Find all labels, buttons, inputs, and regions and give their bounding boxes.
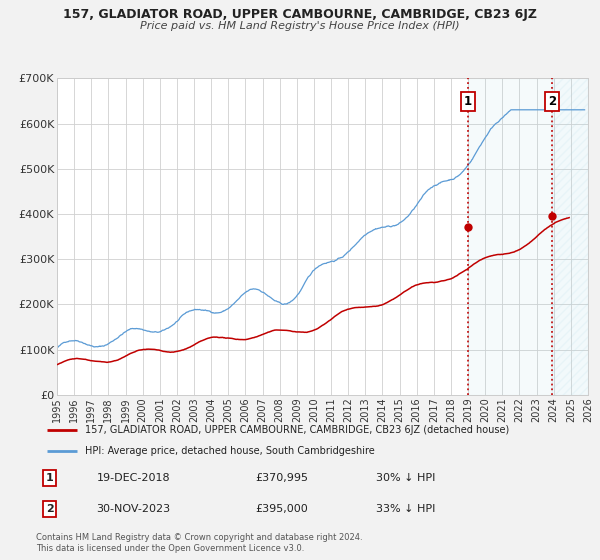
Text: 1: 1: [464, 95, 472, 109]
Text: £395,000: £395,000: [256, 504, 308, 514]
Text: 2: 2: [46, 504, 53, 514]
Text: HPI: Average price, detached house, South Cambridgeshire: HPI: Average price, detached house, Sout…: [85, 446, 375, 456]
Text: 1: 1: [46, 473, 53, 483]
Text: 2: 2: [548, 95, 556, 109]
Bar: [467, 78, 553, 395]
Text: 33% ↓ HPI: 33% ↓ HPI: [376, 504, 436, 514]
Text: Contains HM Land Registry data © Crown copyright and database right 2024.: Contains HM Land Registry data © Crown c…: [36, 533, 362, 542]
Text: Price paid vs. HM Land Registry's House Price Index (HPI): Price paid vs. HM Land Registry's House …: [140, 21, 460, 31]
Text: This data is licensed under the Open Government Licence v3.0.: This data is licensed under the Open Gov…: [36, 544, 304, 553]
Text: 19-DEC-2018: 19-DEC-2018: [97, 473, 170, 483]
Text: 30-NOV-2023: 30-NOV-2023: [97, 504, 170, 514]
Text: 157, GLADIATOR ROAD, UPPER CAMBOURNE, CAMBRIDGE, CB23 6JZ: 157, GLADIATOR ROAD, UPPER CAMBOURNE, CA…: [63, 8, 537, 21]
Bar: [553, 78, 588, 395]
Text: £370,995: £370,995: [256, 473, 308, 483]
Text: 157, GLADIATOR ROAD, UPPER CAMBOURNE, CAMBRIDGE, CB23 6JZ (detached house): 157, GLADIATOR ROAD, UPPER CAMBOURNE, CA…: [85, 424, 509, 435]
Text: 30% ↓ HPI: 30% ↓ HPI: [376, 473, 436, 483]
